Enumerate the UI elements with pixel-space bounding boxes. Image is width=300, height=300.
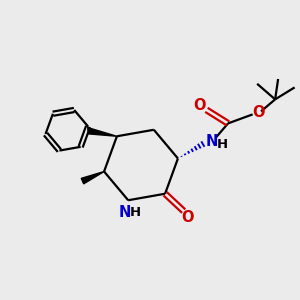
Text: H: H (217, 139, 228, 152)
Text: O: O (194, 98, 206, 113)
Text: O: O (252, 105, 265, 120)
Polygon shape (88, 128, 117, 136)
Text: H: H (130, 206, 141, 219)
Text: N: N (205, 134, 218, 148)
Text: N: N (118, 205, 131, 220)
Text: O: O (181, 210, 194, 225)
Polygon shape (81, 172, 104, 184)
